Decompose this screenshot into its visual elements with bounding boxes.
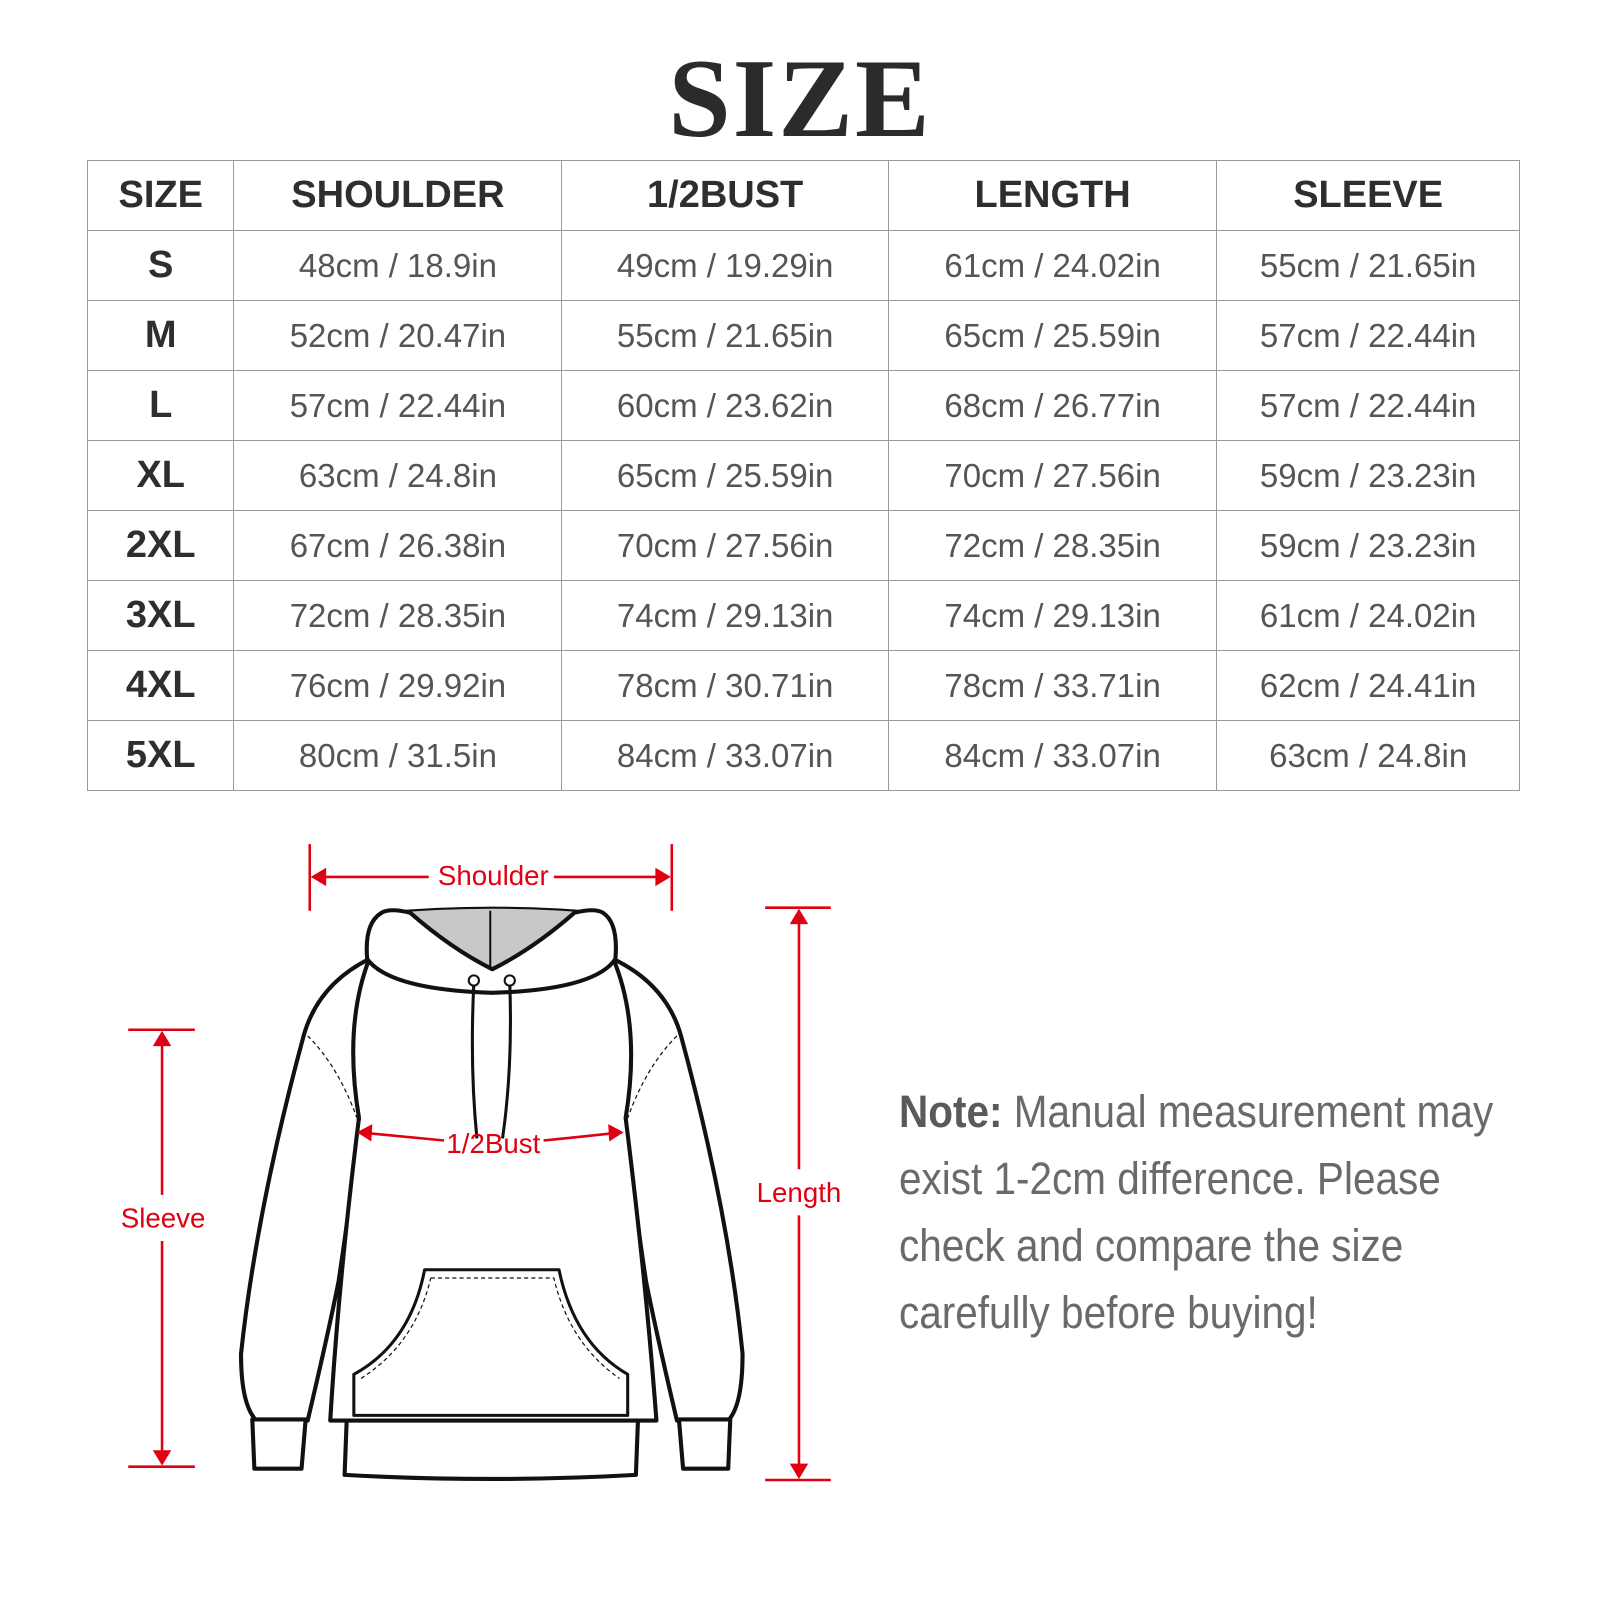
measurement-cell: 84cm / 33.07in: [887, 720, 1218, 791]
measurement-cell: 72cm / 28.35in: [887, 510, 1218, 581]
measurement-cell: 65cm / 25.59in: [887, 300, 1218, 371]
column-header: SLEEVE: [1216, 160, 1520, 231]
measurement-cell: 61cm / 24.02in: [1216, 580, 1520, 651]
measurement-cell: 74cm / 29.13in: [887, 580, 1218, 651]
measurement-cell: 55cm / 21.65in: [561, 300, 889, 371]
measurement-cell: 74cm / 29.13in: [561, 580, 889, 651]
size-cell: L: [86, 370, 235, 441]
length-label: Length: [757, 1177, 842, 1208]
table-row: 3XL 72cm / 28.35in 74cm / 29.13in 74cm / 29…: [86, 580, 1520, 651]
column-header: 1/2BUST: [561, 160, 889, 231]
hoodie-icon: [238, 906, 745, 1482]
table-row: 5XL 80cm / 31.5in 84cm / 33.07in 84cm / 33.…: [86, 720, 1520, 791]
measurement-cell: 59cm / 23.23in: [1216, 510, 1520, 581]
table-header-row: SIZE SHOULDER 1/2BUST LENGTH SLEEVE: [86, 160, 1520, 231]
bust-label: 1/2Bust: [446, 1128, 540, 1159]
shoulder-label: Shoulder: [438, 860, 549, 891]
size-cell: 5XL: [86, 720, 235, 791]
table-row: 4XL 76cm / 29.92in 78cm / 30.71in 78cm / 33…: [86, 650, 1520, 721]
column-header: SIZE: [86, 160, 235, 231]
column-header: LENGTH: [887, 160, 1218, 231]
measurement-cell: 70cm / 27.56in: [561, 510, 889, 581]
page-title: SIZE: [668, 37, 932, 161]
table-row: 2XL 67cm / 26.38in 70cm / 27.56in 72cm / 28…: [86, 510, 1520, 581]
measurement-cell: 76cm / 29.92in: [233, 650, 563, 721]
size-cell: XL: [86, 440, 235, 511]
size-table: SIZE SHOULDER 1/2BUST LENGTH SLEEVE S 48cm / …: [86, 160, 1520, 791]
note-label: Note:: [899, 1086, 1003, 1137]
measurement-cell: 68cm / 26.77in: [887, 370, 1218, 441]
table-row: M 52cm / 20.47in 55cm / 21.65in 65cm / 25.5…: [86, 300, 1520, 371]
note-text: Note: Manual measurement may exist 1-2cm…: [899, 1078, 1547, 1346]
size-cell: 4XL: [86, 650, 235, 721]
size-cell: M: [86, 300, 235, 371]
measurement-cell: 72cm / 28.35in: [233, 580, 563, 651]
measurement-cell: 61cm / 24.02in: [887, 230, 1218, 301]
size-cell: 3XL: [86, 580, 235, 651]
measurement-cell: 63cm / 24.8in: [1216, 720, 1520, 791]
measurement-cell: 80cm / 31.5in: [233, 720, 563, 791]
measurement-cell: 60cm / 23.62in: [561, 370, 889, 441]
size-cell: S: [86, 230, 235, 301]
measurement-cell: 65cm / 25.59in: [561, 440, 889, 511]
measurement-cell: 63cm / 24.8in: [233, 440, 563, 511]
measurement-cell: 84cm / 33.07in: [561, 720, 889, 791]
sleeve-label: Sleeve: [121, 1203, 206, 1234]
measurement-arrows: [128, 844, 831, 1482]
measurement-cell: 57cm / 22.44in: [1216, 370, 1520, 441]
note-body: Manual measurement may exist 1-2cm diffe…: [899, 1086, 1494, 1338]
measurement-cell: 55cm / 21.65in: [1216, 230, 1520, 301]
measurement-cell: 62cm / 24.41in: [1216, 650, 1520, 721]
measurement-cell: 59cm / 23.23in: [1216, 440, 1520, 511]
measurement-cell: 67cm / 26.38in: [233, 510, 563, 581]
table-row: XL 63cm / 24.8in 65cm / 25.59in 70cm / 27.5…: [86, 440, 1520, 511]
measurement-cell: 78cm / 30.71in: [561, 650, 889, 721]
measurement-cell: 49cm / 19.29in: [561, 230, 889, 301]
table-row: L 57cm / 22.44in 60cm / 23.62in 68cm / 26.7…: [86, 370, 1520, 441]
measurement-cell: 70cm / 27.56in: [887, 440, 1218, 511]
table-row: S 48cm / 18.9in 49cm / 19.29in 61cm / 24.02…: [86, 230, 1520, 301]
measurement-cell: 78cm / 33.71in: [887, 650, 1218, 721]
measurement-cell: 57cm / 22.44in: [1216, 300, 1520, 371]
measurement-cell: 52cm / 20.47in: [233, 300, 563, 371]
measurement-cell: 48cm / 18.9in: [233, 230, 563, 301]
